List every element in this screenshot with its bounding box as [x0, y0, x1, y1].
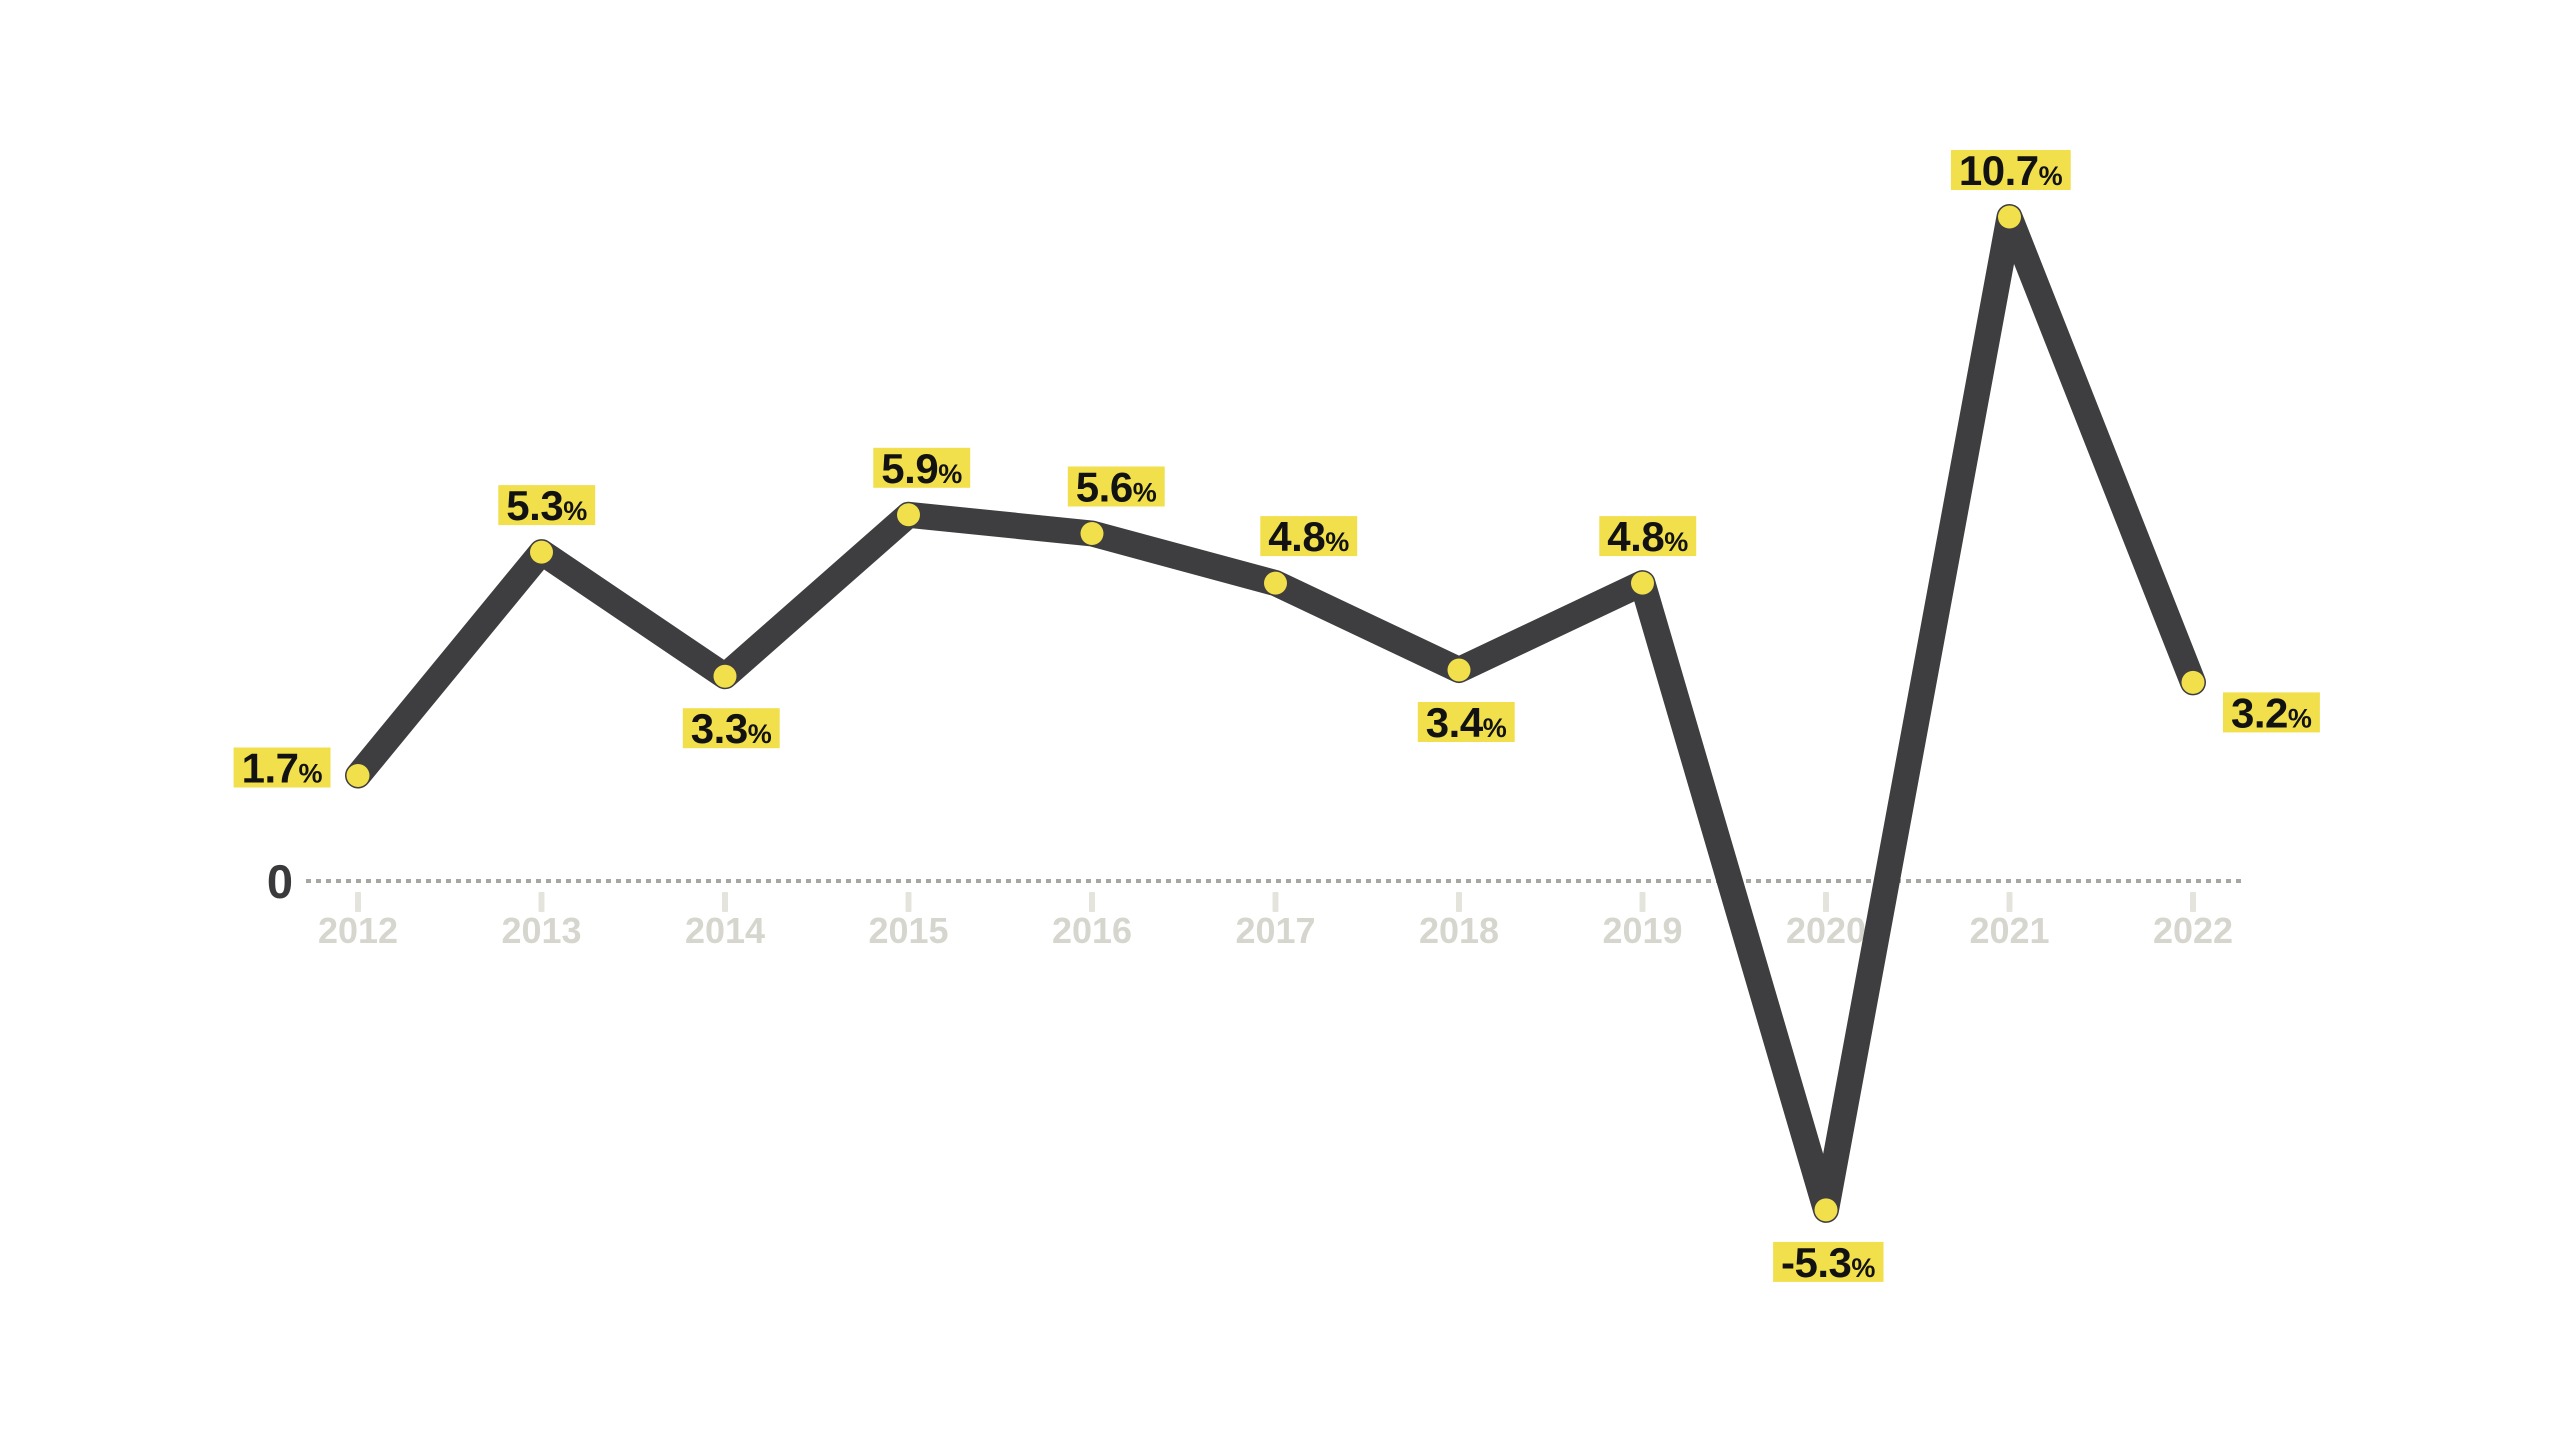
year-label: 2020	[1786, 910, 1866, 951]
year-label: 2013	[501, 910, 581, 951]
axis-tick	[2006, 892, 2013, 912]
zero-axis-label: 0	[267, 855, 293, 908]
data-point-label: 3.4%	[1426, 699, 1507, 746]
data-point-marker	[713, 664, 737, 688]
data-point-label: 10.7%	[1959, 147, 2063, 194]
data-point-label: -5.3%	[1781, 1239, 1875, 1286]
data-point-marker	[530, 540, 553, 564]
axis-tick	[1089, 892, 1095, 912]
data-point-marker	[1631, 571, 1654, 595]
data-point-label-highlight	[1417, 702, 1515, 742]
data-point-label: 4.8%	[1268, 513, 1349, 560]
year-label: 2015	[868, 910, 948, 951]
year-label: 2014	[685, 910, 765, 951]
data-point-label-highlight	[1950, 150, 2071, 190]
axis-tick	[722, 892, 728, 912]
data-point-label-highlight	[1260, 516, 1358, 557]
data-point-label: 5.3%	[506, 482, 587, 529]
data-point-label-highlight	[1599, 516, 1697, 557]
year-label: 2022	[2153, 910, 2233, 951]
data-point-marker	[1447, 658, 1471, 682]
year-label: 2012	[318, 910, 398, 951]
data-point-label-highlight	[2223, 692, 2320, 733]
data-point-label: 3.2%	[2231, 689, 2312, 736]
axis-tick	[538, 892, 545, 912]
data-point-marker	[1264, 571, 1287, 595]
data-point-label: 1.7%	[242, 744, 323, 791]
trend-line	[345, 204, 2206, 1223]
axis-tick	[355, 892, 361, 912]
data-point-marker	[2181, 670, 2205, 694]
data-point-label-highlight	[873, 447, 971, 488]
year-label: 2021	[1969, 910, 2049, 951]
data-point-label-highlight	[1773, 1241, 1884, 1282]
data-point-label-highlight	[498, 485, 596, 526]
data-point-marker	[1080, 522, 1104, 545]
data-point-label: 4.8%	[1607, 513, 1688, 560]
data-point-label: 3.3%	[691, 705, 772, 752]
data-point-marker	[1998, 205, 2021, 229]
data-point-label-highlight	[233, 747, 331, 788]
data-point-label-highlight	[682, 708, 780, 749]
year-label: 2019	[1602, 910, 1682, 951]
year-label: 2016	[1052, 910, 1132, 951]
axis-tick	[1823, 892, 1829, 912]
data-point-label: 5.9%	[881, 445, 962, 492]
axis-tick	[2190, 892, 2196, 912]
data-point-marker	[346, 764, 370, 787]
data-point-label: 5.6%	[1076, 463, 1157, 510]
data-point-marker	[1814, 1198, 1838, 1222]
year-label: 2018	[1419, 910, 1499, 951]
data-point-marker	[897, 503, 920, 527]
data-point-label-highlight	[1067, 466, 1165, 507]
axis-tick	[905, 892, 912, 912]
year-label: 2017	[1235, 910, 1315, 951]
axis-tick	[1272, 892, 1279, 912]
axis-tick	[1456, 892, 1462, 912]
axis-tick	[1639, 892, 1646, 912]
